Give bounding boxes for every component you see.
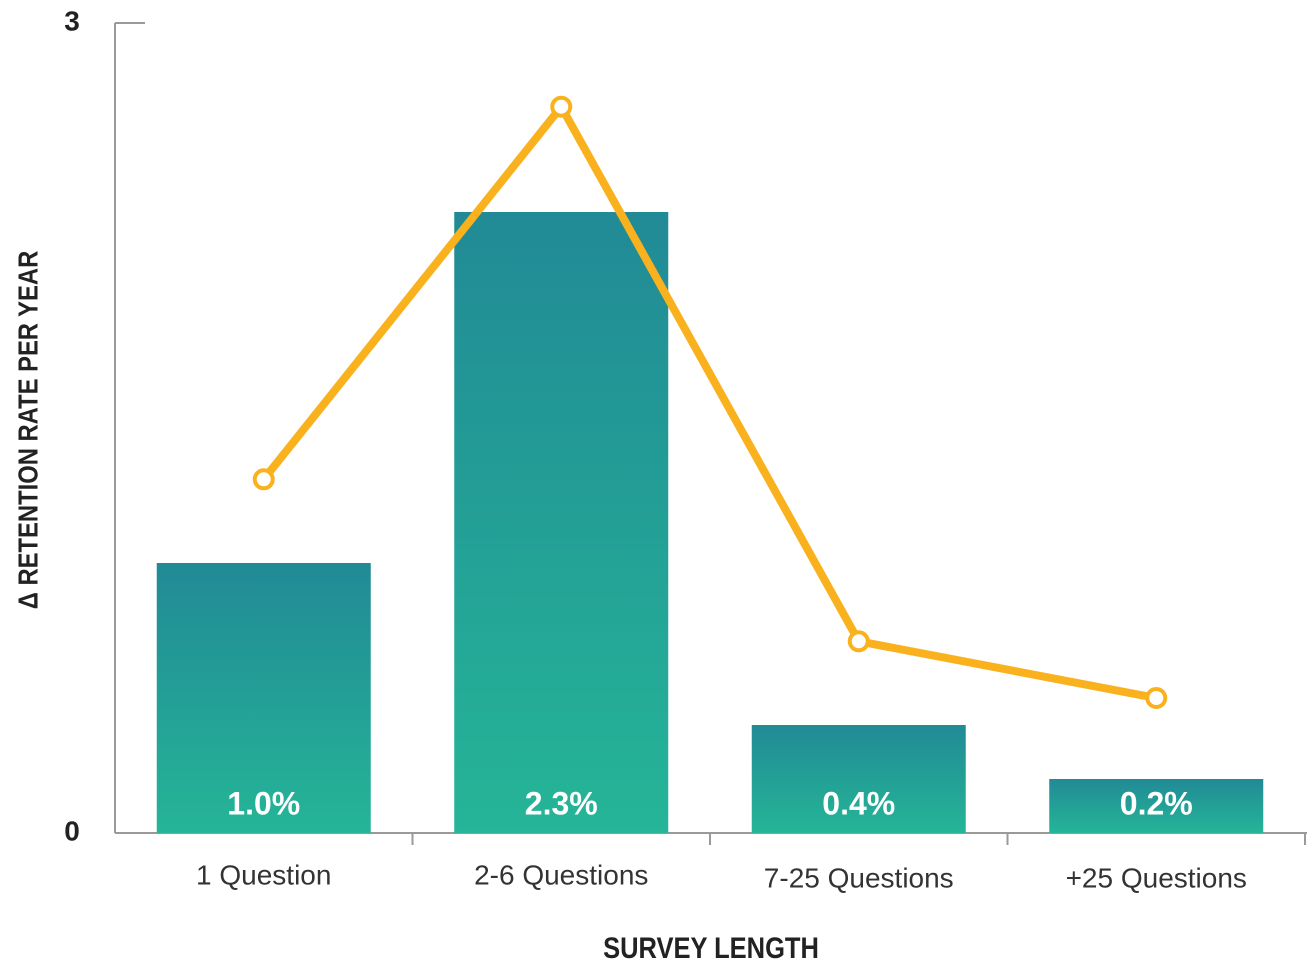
y-tick-label: 3 — [64, 5, 80, 36]
value-label: 1.0% — [227, 785, 300, 821]
line — [260, 102, 1157, 702]
bar — [454, 212, 669, 833]
x-tick-label: 2-6 Questions — [474, 859, 648, 890]
x-tick-label: 7-25 Questions — [764, 862, 954, 893]
value-label: 0.4% — [822, 785, 895, 821]
line-point — [1145, 687, 1168, 709]
bar — [751, 725, 966, 833]
line-point — [252, 468, 275, 491]
bar — [1049, 779, 1264, 833]
value-label: 2.3% — [525, 785, 598, 821]
line-point — [550, 95, 573, 118]
x-tick-label: 1 Question — [196, 859, 331, 890]
bar — [156, 563, 371, 833]
x-axis-title: SURVEY LENGTH — [603, 931, 819, 964]
y-axis-title: Δ RETENTION RATE PER YEAR — [12, 251, 44, 610]
line-point — [847, 630, 870, 653]
value-label: 0.2% — [1120, 785, 1193, 821]
y-tick-label: 0 — [64, 815, 80, 846]
x-tick-label: +25 Questions — [1066, 862, 1247, 893]
